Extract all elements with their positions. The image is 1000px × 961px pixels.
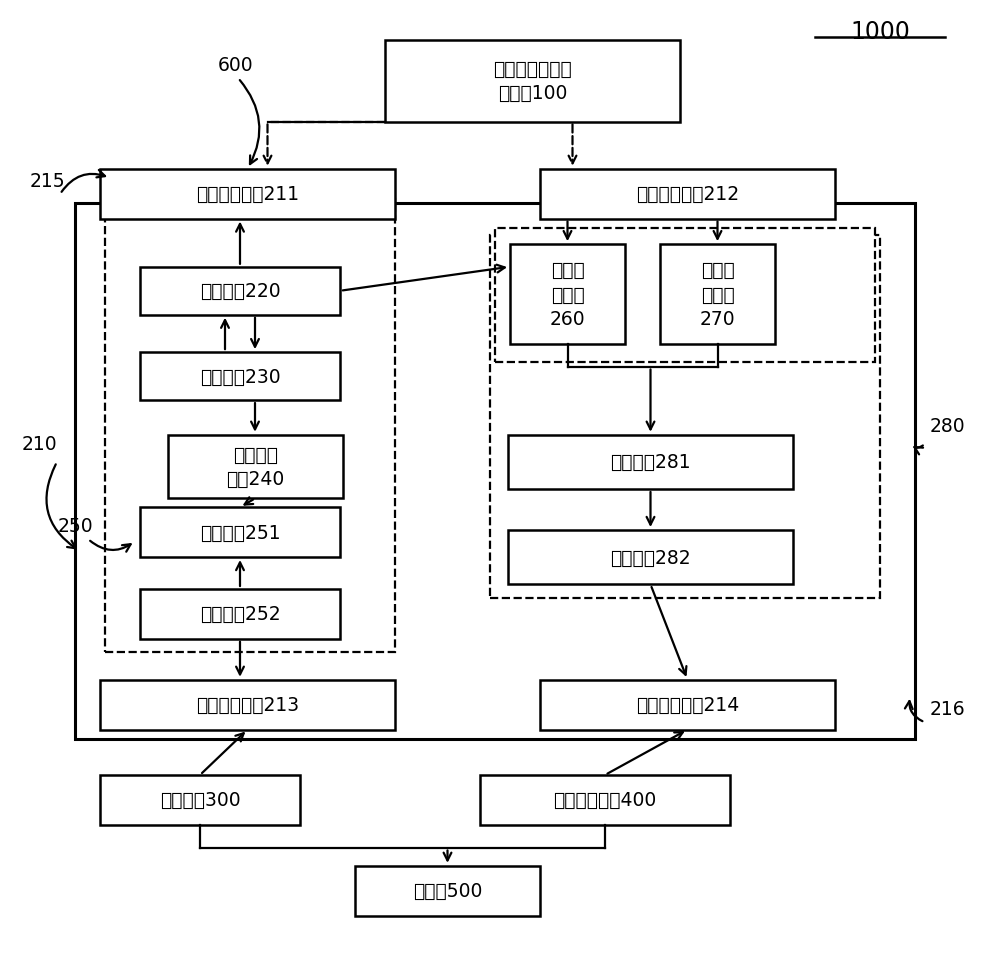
Bar [508,435,793,489]
Bar [100,776,300,825]
Text: 第二光纤接口212: 第二光纤接口212 [636,185,739,204]
Text: 供电设备300: 供电设备300 [160,791,240,809]
Bar [385,40,680,122]
Bar [168,435,343,499]
Text: 稳压元件252: 稳压元件252 [200,604,280,624]
Text: 600: 600 [218,56,254,75]
Text: 强度调制型光纤
传感器100: 强度调制型光纤 传感器100 [493,60,572,103]
Bar [540,169,835,219]
Text: 250: 250 [58,516,94,535]
Bar [100,169,395,219]
Bar [140,267,340,315]
Text: 数据采集设备400: 数据采集设备400 [553,791,657,809]
Text: 280: 280 [930,417,966,435]
Text: 第一光纤接口211: 第一光纤接口211 [196,185,299,204]
Text: 215: 215 [30,172,66,191]
Bar [105,200,395,653]
Bar [75,204,915,739]
Text: 210: 210 [22,434,58,454]
Text: 第二电性接口214: 第二电性接口214 [636,696,739,714]
Text: 控制元件251: 控制元件251 [200,523,280,542]
Text: 放大元件282: 放大元件282 [610,548,691,567]
Bar [100,680,395,729]
Text: 背光探测
模块240: 背光探测 模块240 [226,445,285,488]
Text: 1000: 1000 [850,20,910,43]
Bar [140,507,340,557]
Bar [480,776,730,825]
Text: 上位机500: 上位机500 [413,881,482,900]
Bar [490,235,880,599]
Bar [140,353,340,401]
Text: 发光模块230: 发光模块230 [200,367,280,386]
Bar [355,866,540,916]
Text: 第一探
测模块
260: 第一探 测模块 260 [550,261,585,329]
Text: 分光模块220: 分光模块220 [200,282,280,301]
Bar [140,589,340,639]
Bar [510,245,625,344]
Bar [115,245,383,521]
Bar [660,245,775,344]
Text: 转换元件281: 转换元件281 [610,453,691,472]
Text: 216: 216 [930,700,966,719]
Text: 第二探
测模块
270: 第二探 测模块 270 [700,261,735,329]
Bar [508,530,793,584]
Bar [495,229,875,362]
Bar [540,680,835,729]
Text: 第一电性接口213: 第一电性接口213 [196,696,299,714]
